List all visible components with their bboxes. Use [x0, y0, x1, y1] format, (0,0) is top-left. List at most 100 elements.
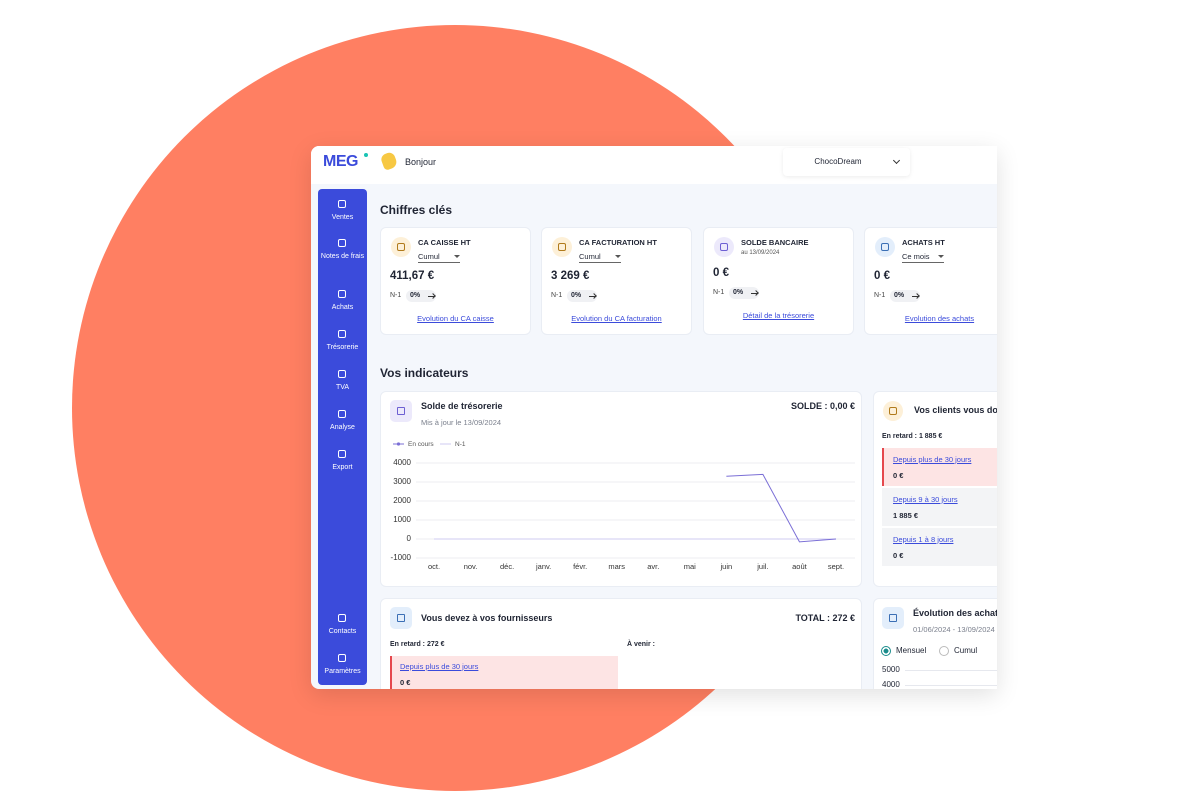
nav-label[interactable]: Notes de frais [320, 253, 365, 260]
radio-label[interactable]: Cumul [954, 646, 978, 656]
card-title: Solde de trésorerie [421, 400, 503, 411]
nav-icon[interactable] [338, 370, 346, 378]
aging-row [882, 528, 997, 566]
aging-amount: 0 € [400, 677, 411, 687]
nav-label[interactable]: Ventes [331, 214, 354, 221]
compare-pill [729, 287, 759, 299]
radio-label[interactable]: Mensuel [896, 646, 927, 656]
icon-glyph [889, 614, 897, 622]
kpi-link[interactable]: Evolution du CA facturation [571, 313, 662, 323]
company-name[interactable]: ChocoDream [814, 157, 862, 167]
sidebar [318, 189, 367, 685]
greeting: Bonjour [405, 156, 437, 167]
kpi-amount: 3 269 € [551, 270, 590, 283]
card-total: SOLDE : 0,00 € [790, 400, 855, 411]
icon-glyph [397, 614, 405, 622]
kpi-link[interactable]: Evolution du CA caisse [417, 313, 494, 323]
arrow-line [589, 296, 596, 298]
aging-amount: 0 € [893, 550, 904, 560]
nav-icon[interactable] [338, 330, 346, 338]
aging-row [390, 656, 618, 689]
kpi-selector[interactable]: Cumul [579, 252, 621, 263]
icon-glyph [397, 243, 405, 251]
nav-icon[interactable] [338, 654, 346, 662]
arrow-line [428, 296, 435, 298]
section-title: Vos indicateurs [380, 365, 469, 380]
nav-label[interactable]: Paramètres [324, 668, 361, 675]
selector-caret [938, 255, 944, 258]
aging-label[interactable]: Depuis 9 à 30 jours [893, 494, 958, 504]
kpi-amount: 0 € [874, 270, 890, 283]
logo-dot [364, 153, 368, 157]
nav-icon[interactable] [338, 614, 346, 622]
kpi-compare-value: 0% [571, 291, 582, 299]
kpi-title: CA FACTURATION HT [579, 237, 657, 247]
icon-glyph [720, 243, 728, 251]
radio-on[interactable] [881, 646, 891, 656]
radio-off[interactable] [939, 646, 949, 656]
card-total: TOTAL : 272 € [795, 612, 855, 623]
icon-badge [552, 237, 572, 257]
kpi-compare-label: N-1 [390, 291, 402, 299]
icon-badge [390, 607, 412, 629]
kpi-compare-value: 0% [894, 291, 905, 299]
nav-label[interactable]: Analyse [330, 424, 355, 431]
nav-icon[interactable] [338, 450, 346, 458]
icon-badge [714, 237, 734, 257]
icon-glyph [558, 243, 566, 251]
nav-icon[interactable] [338, 239, 346, 247]
card-title: Vos clients vous doivent [914, 404, 997, 415]
company-select[interactable] [783, 148, 910, 176]
kpi-amount: 0 € [713, 267, 729, 280]
kpi-compare-label: N-1 [713, 288, 725, 296]
kpi-link[interactable]: Evolution des achats [904, 313, 975, 323]
compare-pill [406, 290, 436, 302]
kpi-title: ACHATS HT [902, 237, 945, 247]
nav-label[interactable]: TVA [335, 384, 350, 391]
aging-label[interactable]: Depuis plus de 30 jours [893, 454, 972, 464]
logo: MEG [323, 153, 358, 171]
grid-line [905, 670, 997, 671]
kpi-selector[interactable]: Ce mois [902, 252, 944, 263]
arrow-line [751, 293, 758, 295]
icon-badge [391, 237, 411, 257]
selector-caret [615, 255, 621, 258]
icon-badge [390, 400, 412, 422]
kpi-link[interactable]: Détail de la trésorerie [742, 310, 815, 320]
kpi-title: CA CAISSE HT [418, 237, 471, 247]
aging-amount: 1 885 € [893, 510, 919, 520]
aging-label[interactable]: Depuis plus de 30 jours [400, 661, 479, 671]
card-title: Vous devez à vos fournisseurs [421, 612, 553, 623]
kpi-selector[interactable]: Cumul [418, 252, 460, 263]
card-subtitle: Mis à jour le 13/09/2024 [421, 417, 502, 427]
icon-glyph [881, 243, 889, 251]
nav-label[interactable]: Achats [331, 304, 354, 311]
kpi-compare-label: N-1 [551, 291, 563, 299]
section-title: Chiffres clés [380, 202, 453, 217]
kpi-date: au 13/09/2024 [741, 250, 780, 257]
nav-icon[interactable] [338, 200, 346, 208]
grid-line [905, 685, 997, 686]
icon-badge [875, 237, 895, 257]
kpi-amount: 411,67 € [390, 270, 435, 283]
icon-glyph [397, 407, 405, 415]
kpi-title: SOLDE BANCAIRE [741, 237, 809, 247]
nav-icon[interactable] [338, 410, 346, 418]
compare-pill [567, 290, 597, 302]
kpi-compare-label: N-1 [874, 291, 886, 299]
late-total: En retard : 1 885 € [882, 432, 943, 440]
aging-label[interactable]: Depuis 1 à 8 jours [893, 534, 954, 544]
aging-amount: 0 € [893, 470, 904, 480]
arrow-line [912, 296, 919, 298]
card-title: Évolution des achats [913, 607, 997, 618]
selector-caret [454, 255, 460, 258]
upcoming-total: À venir : [627, 640, 656, 648]
kpi-compare-value: 0% [733, 288, 744, 296]
nav-icon[interactable] [338, 290, 346, 298]
y-axis-label: 5000 [882, 665, 900, 675]
icon-glyph [889, 407, 897, 415]
nav-label[interactable]: Export [332, 464, 353, 471]
nav-label[interactable]: Trésorerie [326, 344, 359, 351]
nav-label[interactable]: Contacts [328, 628, 357, 635]
